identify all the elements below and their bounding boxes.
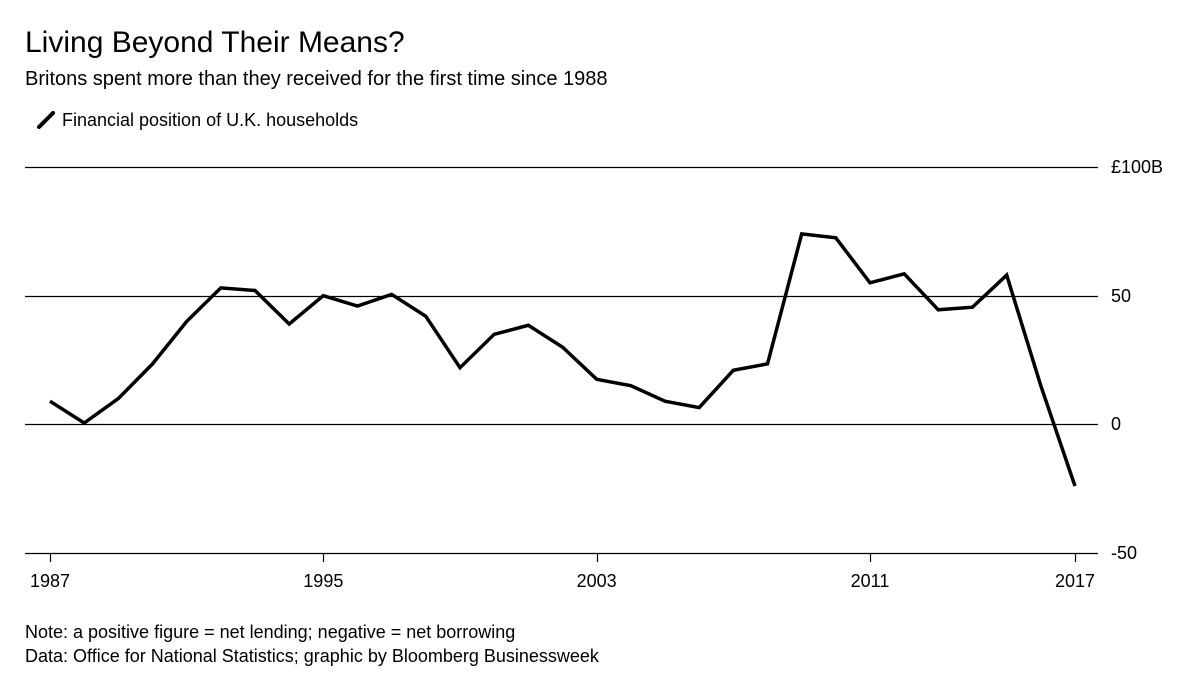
- x-axis: 1987 1995 2003 2011 2017: [30, 553, 1095, 591]
- y-tick-label: £100B: [1111, 157, 1163, 177]
- legend-label: Financial position of U.K. households: [62, 110, 359, 130]
- chart-source: Data: Office for National Statistics; gr…: [25, 646, 599, 666]
- y-axis-tick-labels: £100B 50 0 -50: [1111, 157, 1163, 563]
- x-tick-label: 1995: [303, 571, 343, 591]
- y-tick-label: 50: [1111, 286, 1131, 306]
- series-layer: [49, 231, 1077, 487]
- chart-legend: Financial position of U.K. households: [36, 108, 358, 132]
- y-tick-label: -50: [1111, 543, 1137, 563]
- x-tick-label: 1987: [30, 571, 70, 591]
- x-tick-label: 2011: [851, 571, 890, 591]
- y-tick-label: 0: [1111, 414, 1121, 434]
- series-line-0: [49, 231, 1077, 487]
- legend-line-swatch-icon: [37, 111, 55, 129]
- chart-note: Note: a positive figure = net lending; n…: [25, 622, 516, 642]
- x-tick-label: 2017: [1055, 571, 1095, 591]
- x-tick-label: 2003: [577, 571, 617, 591]
- chart-subtitle: Britons spent more than they received fo…: [25, 68, 608, 90]
- gridlines: [25, 166, 1098, 555]
- chart-title: Living Beyond Their Means?: [25, 26, 405, 59]
